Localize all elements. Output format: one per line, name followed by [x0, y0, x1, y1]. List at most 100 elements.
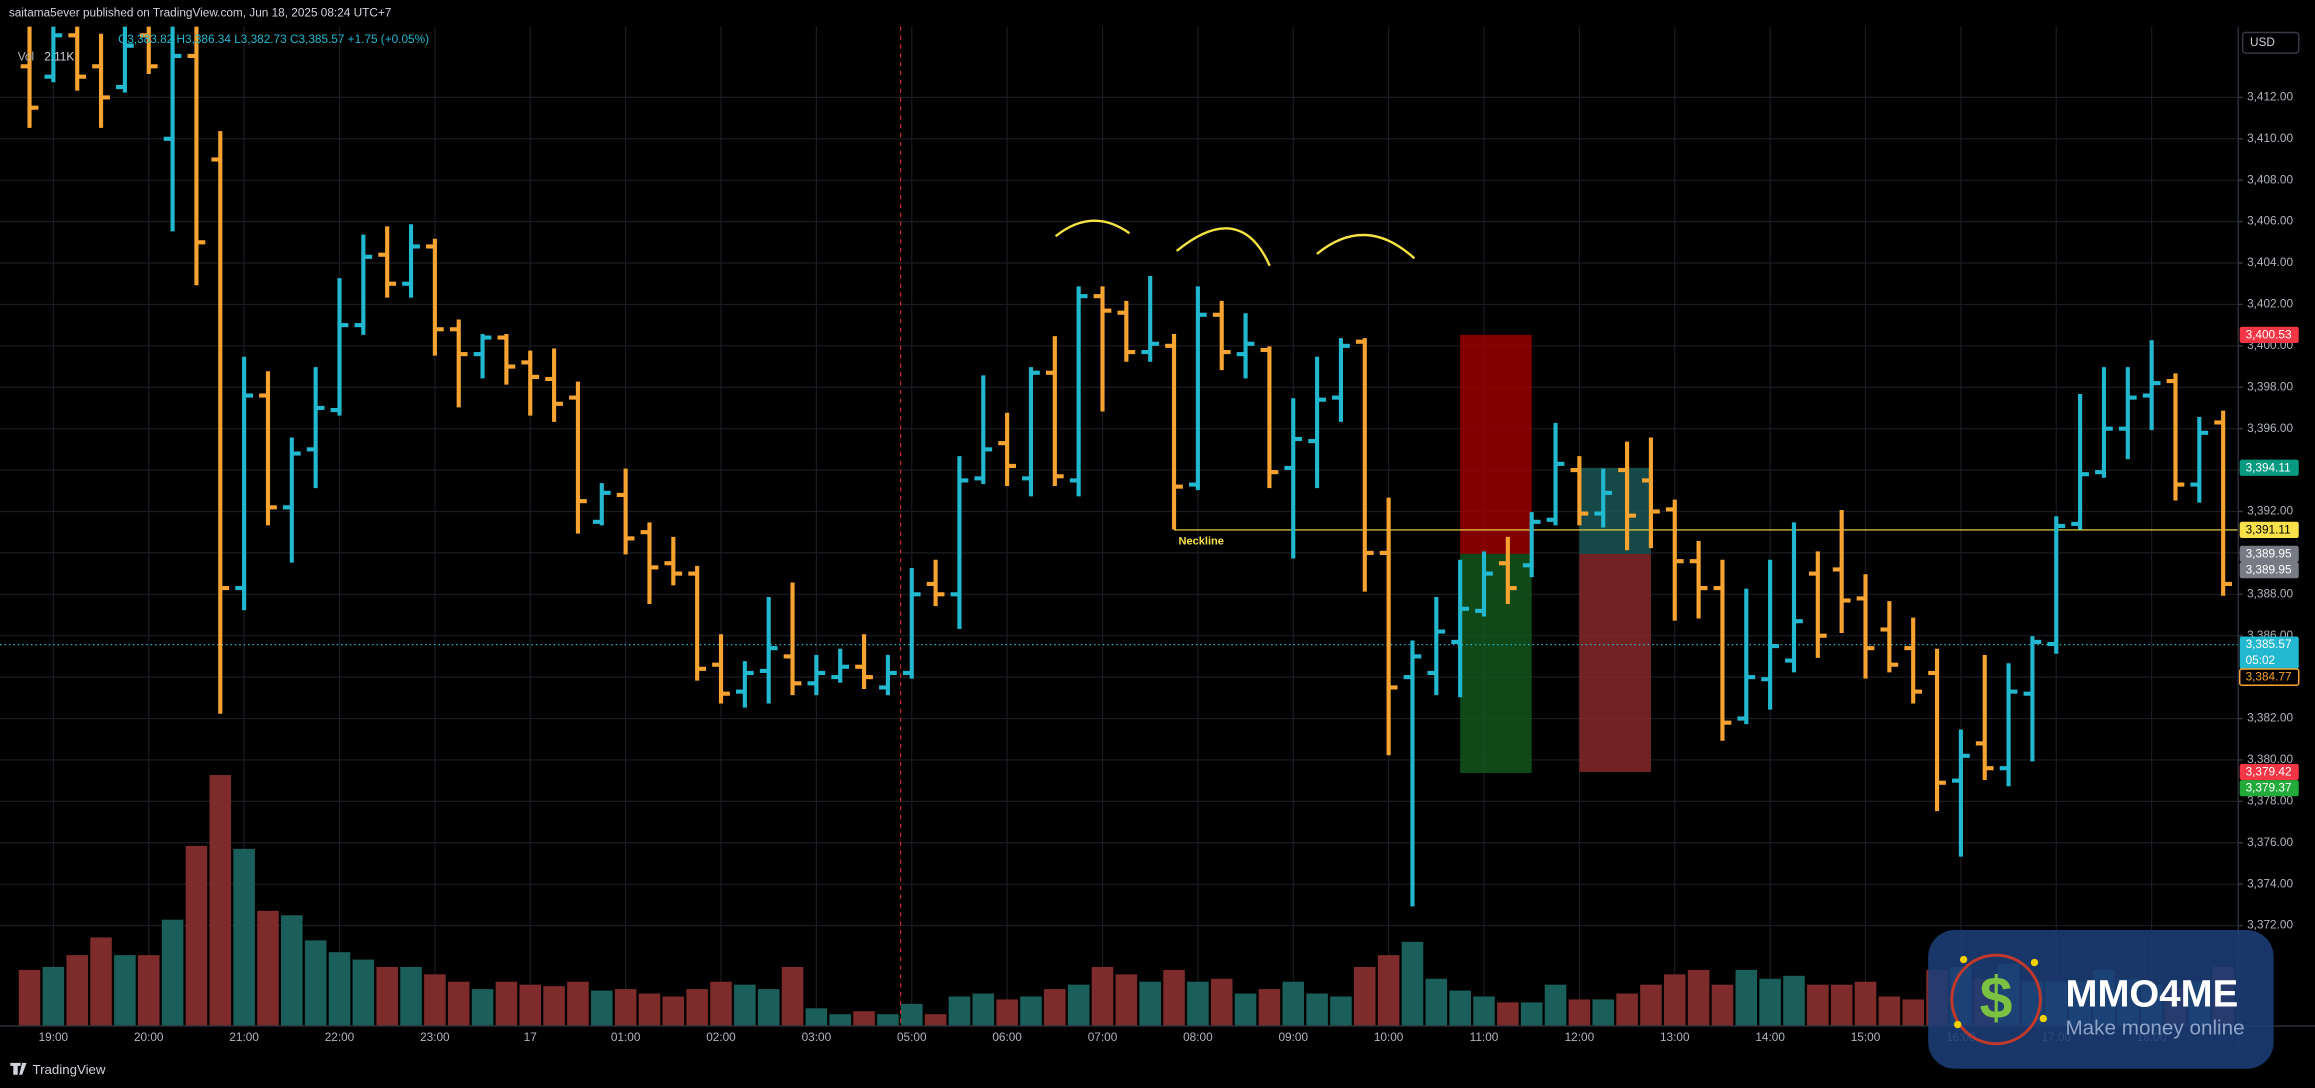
y-tick-label: 3,382.00 [2247, 711, 2293, 725]
volume-bar [1830, 984, 1853, 1026]
volume-bar [1616, 993, 1638, 1026]
volume-bar [1163, 969, 1185, 1026]
price-label [2239, 780, 2299, 797]
volume-bar [1687, 969, 1710, 1026]
x-tick-label: 05:00 [897, 1030, 927, 1044]
volume-bar [805, 1008, 828, 1026]
y-tick-label: 3,396.00 [2247, 421, 2293, 435]
x-tick-label: 13:00 [1660, 1030, 1690, 1044]
volume-bar [996, 999, 1018, 1026]
price-label [2239, 521, 2299, 539]
volume-bar [1711, 984, 1734, 1026]
volume-bar [519, 984, 542, 1026]
volume-bar [1759, 978, 1781, 1026]
volume-bar [1210, 978, 1233, 1026]
volume-bar [66, 955, 88, 1026]
volume-bar [1783, 975, 1805, 1026]
watermark: $ MMO4ME Make money online [1928, 930, 2274, 1069]
currency[interactable]: USD [2250, 35, 2275, 49]
volume-bar [1663, 974, 1686, 1026]
watermark-icon: $ [1980, 965, 2013, 1031]
volume-bar [1592, 999, 1615, 1026]
price-label-text: 3,389.95 [2246, 546, 2292, 560]
y-tick-label: 3,380.00 [2247, 752, 2293, 766]
brand[interactable]: TradingView [32, 1062, 105, 1077]
volume-bar [662, 996, 685, 1026]
y-tick-label: 3,408.00 [2247, 172, 2293, 186]
volume-bar [281, 915, 303, 1026]
volume-bar [1568, 999, 1591, 1026]
volume-bar [1902, 999, 1924, 1026]
x-tick-label: 09:00 [1278, 1030, 1308, 1044]
volume-bar [257, 910, 279, 1026]
x-tick-label: 17 [524, 1030, 537, 1044]
price-label-text: 3,394.11 [2246, 460, 2291, 474]
volume-bar [42, 966, 65, 1026]
y-tick-label: 3,378.00 [2247, 793, 2293, 807]
volume-bar [18, 969, 41, 1026]
volume-bar [877, 1014, 899, 1026]
y-tick-label: 3,398.00 [2247, 379, 2293, 393]
volume-bar [1330, 996, 1352, 1026]
y-tick-label: 3,374.00 [2247, 876, 2293, 890]
price-label-text: 3,385.57 [2246, 637, 2292, 651]
volume-bar [1640, 984, 1662, 1026]
target-zone [1460, 553, 1532, 773]
volume-bar [1807, 984, 1829, 1026]
volume-bar [1354, 966, 1376, 1026]
x-tick-label: 03:00 [802, 1030, 832, 1044]
target-zone [1579, 467, 1651, 554]
volume-bar [1067, 984, 1090, 1026]
volume-bar [1377, 955, 1400, 1026]
volume-bar [233, 848, 255, 1026]
volume-bar [447, 981, 470, 1026]
volume-label: Vol [18, 50, 34, 64]
x-tick-label: 08:00 [1183, 1030, 1213, 1044]
volume-bar [734, 984, 756, 1026]
star [2030, 958, 2039, 967]
volume-bar [137, 955, 160, 1026]
volume-bar [1091, 966, 1114, 1026]
currency-box[interactable] [2241, 31, 2300, 54]
price-label-text: 3,379.37 [2246, 781, 2292, 795]
x-tick-label: 06:00 [992, 1030, 1022, 1044]
brand-logo[interactable] [10, 1062, 27, 1075]
publisher: saitama5ever published on TradingView.co… [9, 5, 391, 19]
pattern-sketch [1054, 219, 1416, 267]
watermark-panel [1928, 930, 2274, 1069]
volume-bar [781, 966, 804, 1026]
volume-bar [1425, 978, 1448, 1026]
volume-bar [972, 993, 995, 1026]
volume-value: 2.11K [44, 50, 74, 64]
volume-bar [710, 981, 732, 1026]
volume-bar [304, 940, 327, 1026]
x-tick-label: 12:00 [1565, 1030, 1595, 1044]
volume-bar [591, 990, 613, 1026]
x-tick-label: 01:00 [611, 1030, 641, 1044]
x-tick-label: 22:00 [325, 1030, 355, 1044]
price-label-text: 3,379.42 [2246, 765, 2292, 779]
volume-bar [757, 989, 780, 1026]
price-label [2239, 545, 2299, 563]
x-tick-label: 21:00 [229, 1030, 259, 1044]
volume-bar [924, 1014, 947, 1026]
y-tick-label: 3,412.00 [2247, 90, 2293, 104]
stop-zone [1579, 553, 1651, 772]
x-tick-label: 23:00 [420, 1030, 450, 1044]
price-label [2239, 562, 2299, 579]
price-label [2239, 459, 2299, 476]
star [2039, 1014, 2048, 1023]
x-tick-label: 19:00 [39, 1030, 69, 1044]
volume-bar [1735, 969, 1758, 1026]
price-label [2239, 763, 2299, 781]
volume-bar [1544, 984, 1567, 1026]
x-tick-label: 11:00 [1470, 1030, 1499, 1044]
volume-bar [1449, 990, 1471, 1026]
volume-bar [376, 966, 398, 1026]
y-tick-label: 3,404.00 [2247, 255, 2293, 269]
stop-zone [1460, 334, 1532, 554]
volume-bar [1497, 1002, 1519, 1026]
price-label-text: 3,400.53 [2246, 327, 2292, 341]
x-tick-label: 14:00 [1755, 1030, 1785, 1044]
